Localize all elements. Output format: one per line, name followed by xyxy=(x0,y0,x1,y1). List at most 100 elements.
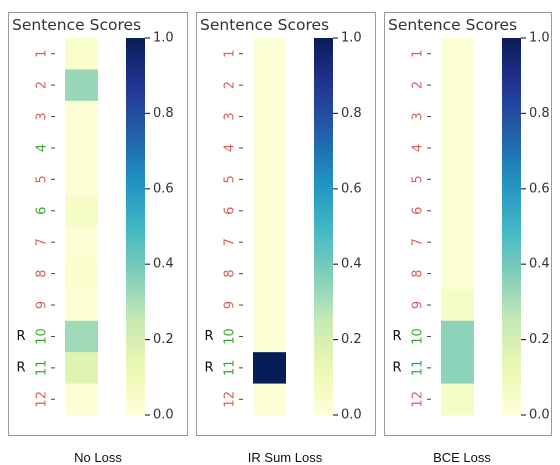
colorbar xyxy=(314,38,333,415)
colorbar-tick-label: 1.0 xyxy=(341,31,362,46)
row-label: 5 xyxy=(35,175,50,183)
heat-cell xyxy=(441,38,474,70)
colorbar-tick-label: 1.0 xyxy=(153,31,174,46)
row-label: 3 xyxy=(223,112,238,120)
heat-cell xyxy=(253,38,286,70)
heat-cell xyxy=(253,352,286,384)
row-label: 3 xyxy=(35,112,50,120)
heat-cell xyxy=(65,321,98,353)
heat-cell xyxy=(65,132,98,164)
row-label: 7 xyxy=(223,238,238,246)
heat-cell xyxy=(253,164,286,196)
row-label: 1 xyxy=(35,50,50,58)
row-label: 2 xyxy=(411,81,426,89)
row-label: 12 xyxy=(35,391,50,408)
colorbar xyxy=(502,38,521,415)
heat-cell xyxy=(65,69,98,101)
relevant-marker: R xyxy=(392,329,401,344)
row-label: 10 xyxy=(411,328,426,345)
heat-cell xyxy=(65,101,98,133)
row-label: 11 xyxy=(223,360,238,377)
colorbar-tick-label: 0.2 xyxy=(341,332,362,347)
heat-cell xyxy=(441,132,474,164)
colorbar-tick-label: 0.4 xyxy=(341,257,362,272)
row-label: 6 xyxy=(35,207,50,215)
heat-cell xyxy=(253,101,286,133)
row-label: 6 xyxy=(411,207,426,215)
heat-cell xyxy=(253,195,286,227)
colorbar-tick-label: 0.8 xyxy=(341,106,362,121)
row-label: 11 xyxy=(411,360,426,377)
colorbar-tick-label: 0.4 xyxy=(153,257,174,272)
row-label: 7 xyxy=(411,238,426,246)
caption-bce-loss: BCE Loss xyxy=(402,450,522,465)
row-label: 5 xyxy=(223,175,238,183)
colorbar-tick-label: 0.6 xyxy=(529,181,550,196)
row-label: 4 xyxy=(223,144,238,152)
heat-cell xyxy=(253,227,286,259)
caption-no-loss: No Loss xyxy=(38,450,158,465)
row-label: 2 xyxy=(223,81,238,89)
row-label: 8 xyxy=(411,269,426,277)
relevant-marker: R xyxy=(204,329,213,344)
heat-cell xyxy=(441,227,474,259)
heat-cell xyxy=(65,164,98,196)
heat-cell xyxy=(253,289,286,321)
relevant-marker: R xyxy=(16,360,25,375)
row-label: 1 xyxy=(411,50,426,58)
row-label: 4 xyxy=(411,144,426,152)
heat-cell xyxy=(441,101,474,133)
heat-cell xyxy=(65,258,98,290)
heat-cell xyxy=(65,195,98,227)
row-label: 4 xyxy=(35,144,50,152)
relevant-marker: R xyxy=(392,360,401,375)
heat-cell xyxy=(253,132,286,164)
row-label: 10 xyxy=(35,328,50,345)
row-label: 12 xyxy=(411,391,426,408)
heat-cell xyxy=(441,195,474,227)
relevant-marker: R xyxy=(204,360,213,375)
relevant-marker: R xyxy=(16,329,25,344)
colorbar-tick-label: 0.6 xyxy=(341,181,362,196)
colorbar-tick-label: 0.2 xyxy=(153,332,174,347)
heat-cell xyxy=(441,258,474,290)
row-label: 6 xyxy=(223,207,238,215)
row-label: 11 xyxy=(35,360,50,377)
panel-bce-loss: Sentence Scores 1 2 3 4 5 6 7 8 9 10 R 11 R 12 0.0 0.2 0… xyxy=(384,12,552,436)
row-label: 9 xyxy=(411,301,426,309)
heat-cell xyxy=(65,38,98,70)
heat-cell xyxy=(253,258,286,290)
heat-cell xyxy=(65,227,98,259)
row-label: 5 xyxy=(411,175,426,183)
heat-cell xyxy=(441,164,474,196)
row-label: 7 xyxy=(35,238,50,246)
heat-cell xyxy=(65,289,98,321)
panel-ir-sum-loss: Sentence Scores 1 2 3 4 5 6 7 8 9 10 R 11 R 12 0.0 0.2 0… xyxy=(196,12,376,436)
colorbar-tick-label: 0.8 xyxy=(153,106,174,121)
heat-cell xyxy=(253,384,286,416)
row-label: 10 xyxy=(223,328,238,345)
colorbar-tick-label: 0.0 xyxy=(153,408,174,423)
row-label: 3 xyxy=(411,112,426,120)
row-label: 8 xyxy=(35,269,50,277)
colorbar-tick-label: 0.0 xyxy=(341,408,362,423)
caption-ir-sum-loss: IR Sum Loss xyxy=(225,450,345,465)
heat-cell xyxy=(253,321,286,353)
heat-cell xyxy=(253,69,286,101)
row-label: 1 xyxy=(223,50,238,58)
row-label: 2 xyxy=(35,81,50,89)
row-label: 9 xyxy=(223,301,238,309)
colorbar-tick-label: 0.2 xyxy=(529,332,550,347)
row-label: 12 xyxy=(223,391,238,408)
heat-cell xyxy=(441,352,474,384)
heat-cell xyxy=(441,384,474,416)
colorbar xyxy=(126,38,145,415)
heat-cell xyxy=(65,384,98,416)
colorbar-tick-label: 0.6 xyxy=(153,181,174,196)
colorbar-tick-label: 0.0 xyxy=(529,408,550,423)
colorbar-tick-label: 0.8 xyxy=(529,106,550,121)
heat-cell xyxy=(441,321,474,353)
